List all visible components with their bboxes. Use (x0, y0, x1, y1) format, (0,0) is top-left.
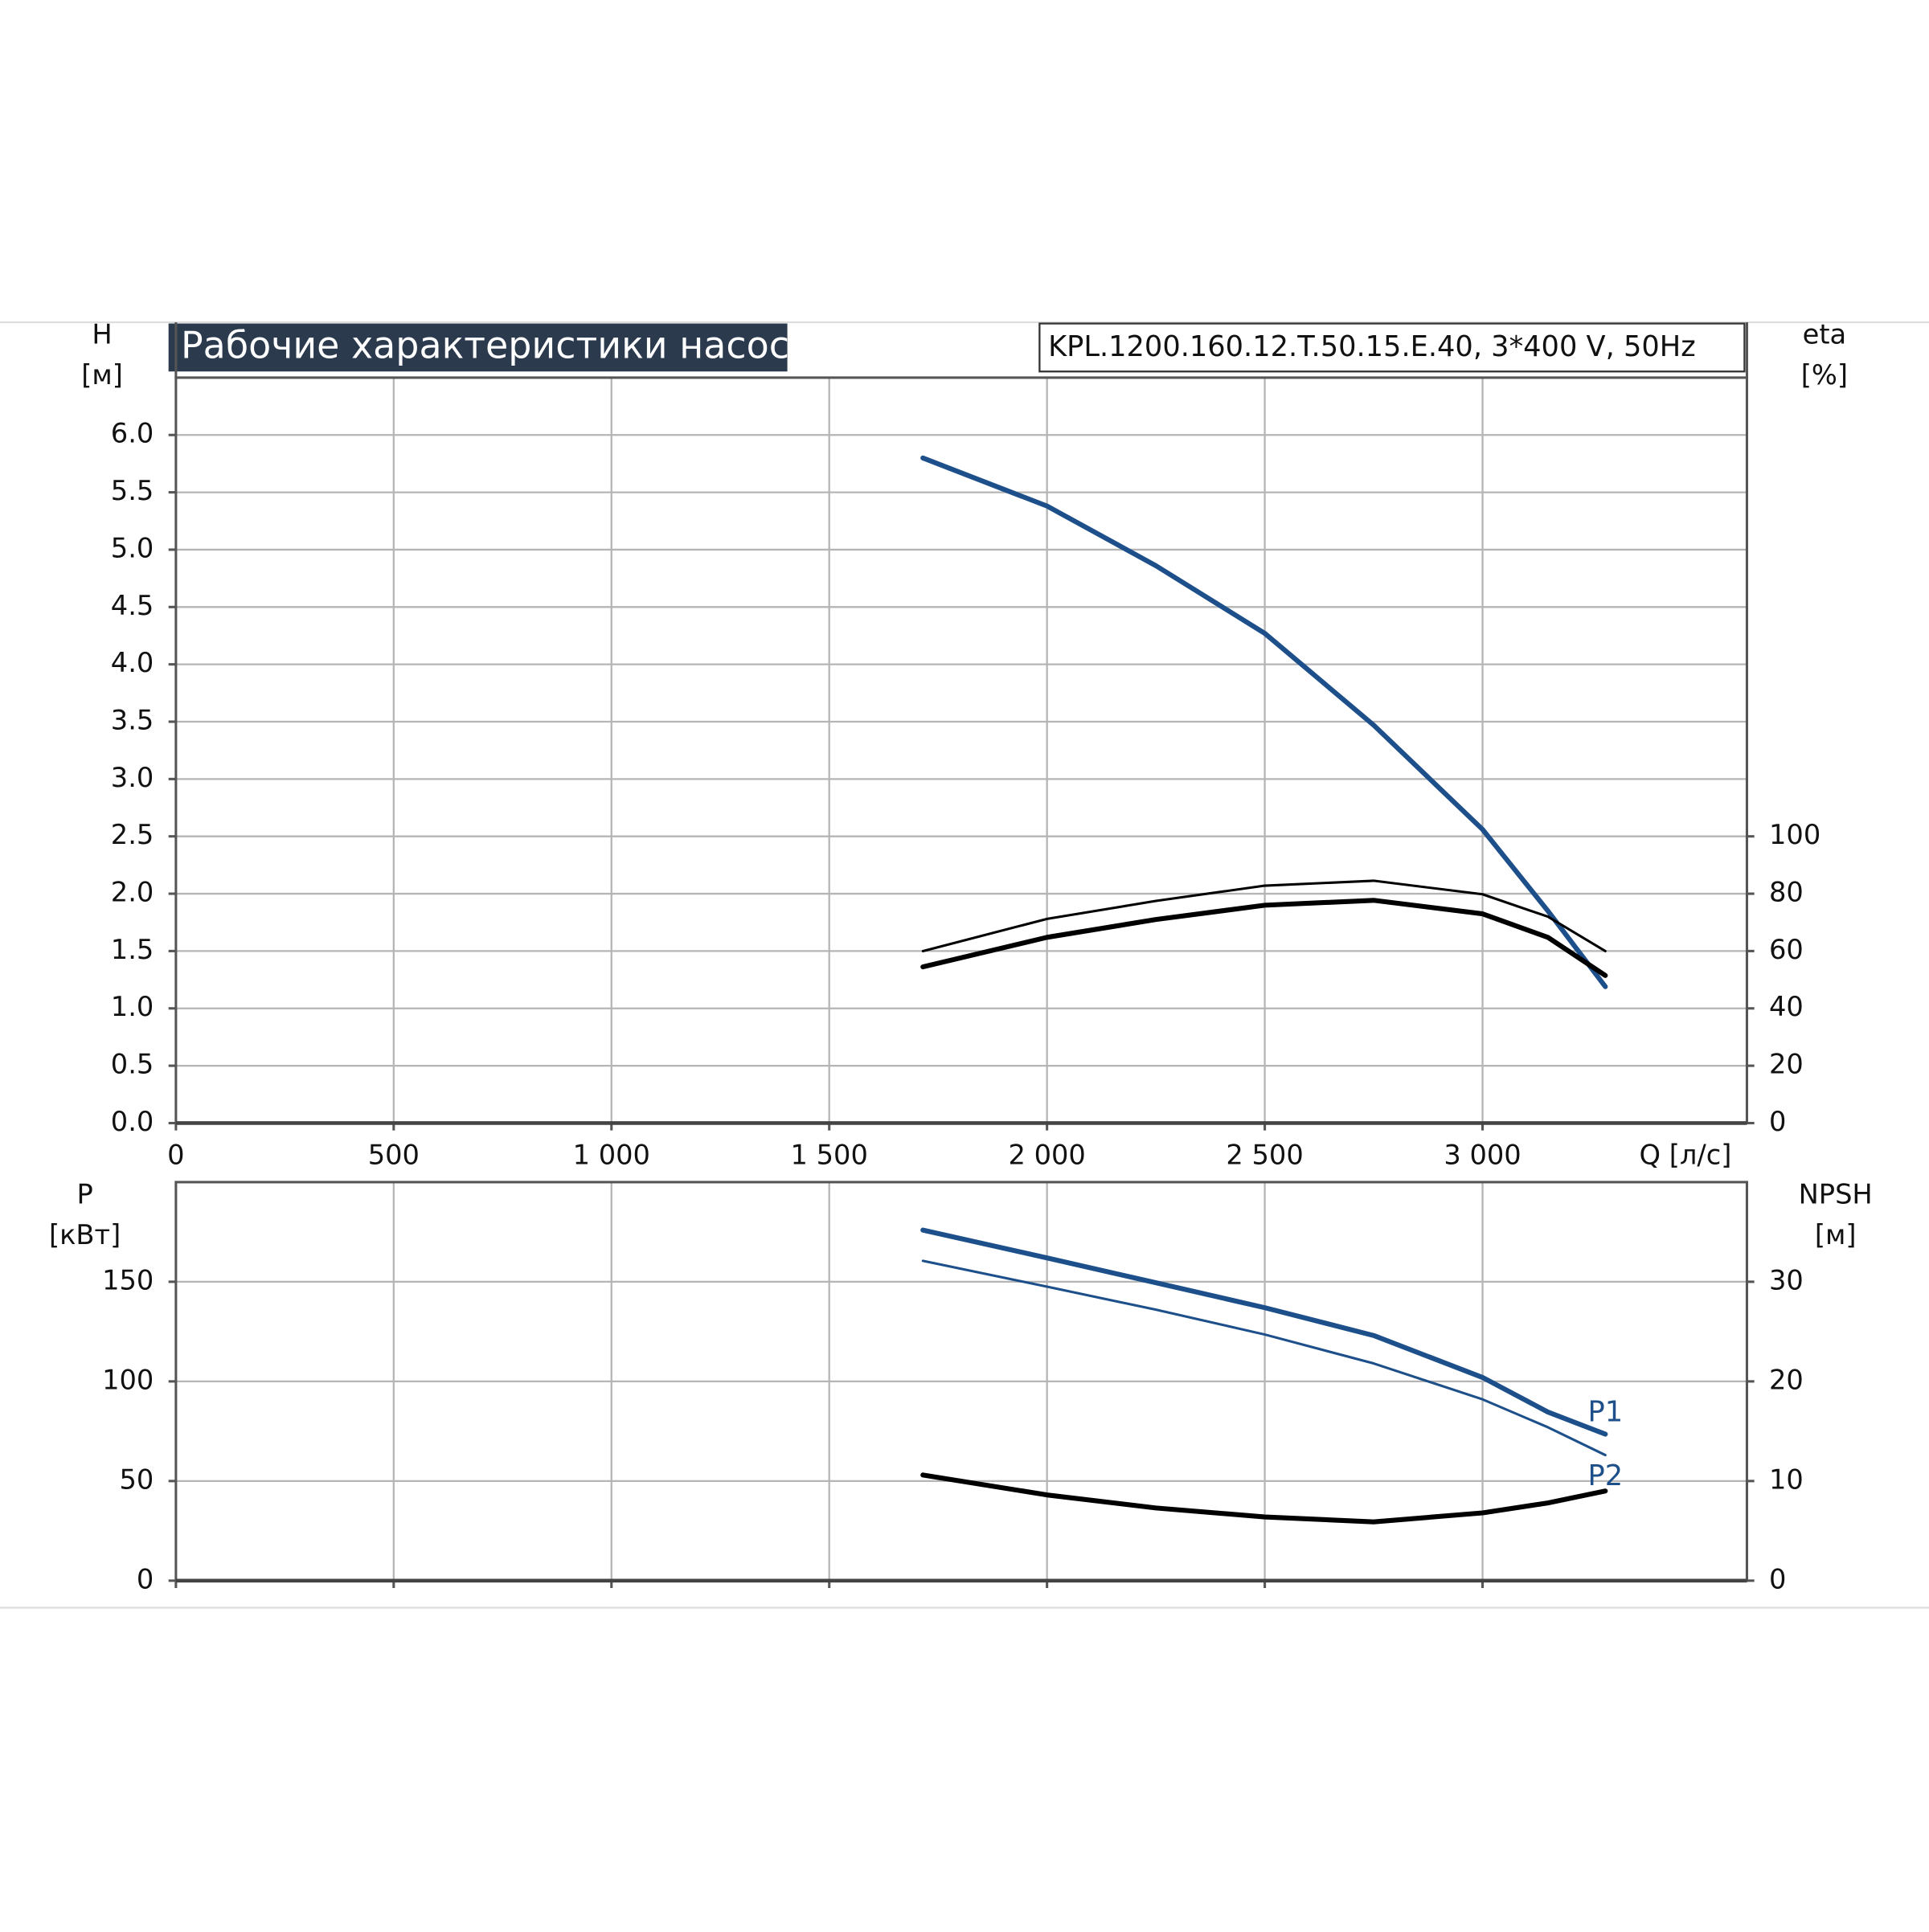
x-tick-label: 500 (368, 1139, 420, 1170)
y-axis-label: P (76, 1178, 92, 1210)
y2-tick-label: 40 (1769, 991, 1804, 1022)
plot-frame (174, 376, 1748, 1124)
x-tick-label: 0 (167, 1139, 184, 1170)
y2-tick-label: 20 (1769, 1049, 1804, 1080)
y2-tick-label: 0 (1769, 1106, 1786, 1137)
y2-tick-label: 100 (1769, 819, 1820, 850)
y-tick-label: 6.0 (111, 418, 154, 449)
y2-tick-label: 20 (1769, 1364, 1804, 1395)
series-line (920, 898, 1608, 978)
chart-subtitle: KPL.1200.160.12.T.50.15.E.40, 3*400 V, 5… (1048, 330, 1696, 363)
series-label: P2 (1588, 1459, 1624, 1492)
y-tick-label: 3.0 (111, 762, 154, 793)
y-tick-label: 0.5 (111, 1049, 154, 1080)
y-tick-label: 2.0 (111, 877, 154, 908)
x-tick-label: 2 500 (1226, 1139, 1303, 1170)
y2-axis-label: eta (1803, 318, 1847, 350)
y-tick-label: 4.5 (111, 590, 154, 621)
y-tick-label: 5.0 (111, 532, 154, 563)
y-tick-label: 2.5 (111, 819, 154, 850)
series-line (921, 1259, 1607, 1457)
series-line (920, 1472, 1608, 1525)
y2-axis-label: NPSH (1799, 1178, 1873, 1210)
y-tick-label: 150 (102, 1264, 154, 1296)
y2-tick-label: 60 (1769, 934, 1804, 965)
y-axis-label: H (92, 318, 112, 350)
model-box (1038, 322, 1746, 373)
y-tick-label: 1.0 (111, 991, 154, 1022)
y-tick-label: 100 (102, 1364, 154, 1395)
y-tick-label: 0 (137, 1563, 154, 1594)
y2-axis-unit: [м] (1815, 1219, 1857, 1250)
y-tick-label: 4.0 (111, 647, 154, 678)
y-tick-label: 0.0 (111, 1106, 154, 1137)
y-tick-label: 5.5 (111, 475, 154, 506)
x-tick-label: 2 000 (1008, 1139, 1085, 1170)
y-tick-label: 50 (119, 1463, 154, 1495)
title-box (168, 323, 788, 372)
y2-tick-label: 30 (1769, 1264, 1804, 1296)
y2-axis-unit: [%] (1801, 359, 1848, 391)
series-line (920, 1227, 1608, 1437)
y2-tick-label: 80 (1769, 877, 1804, 908)
y-axis-unit: [кВт] (49, 1219, 121, 1250)
y2-tick-label: 10 (1769, 1463, 1804, 1495)
x-tick-label: 1 500 (791, 1139, 868, 1170)
y-axis-unit: [м] (81, 359, 123, 391)
y-tick-label: 3.5 (111, 704, 154, 735)
series-label: P1 (1588, 1396, 1624, 1429)
series-line (920, 455, 1608, 989)
series-line (921, 879, 1607, 953)
y-tick-label: 1.5 (111, 934, 154, 965)
x-tick-label: 1 000 (573, 1139, 650, 1170)
y2-tick-label: 0 (1769, 1563, 1786, 1594)
chart-title: Рабочие характеристики насоса (181, 324, 812, 367)
x-axis-label: Q [л/с] (1640, 1139, 1732, 1170)
x-tick-label: 3 000 (1444, 1139, 1521, 1170)
